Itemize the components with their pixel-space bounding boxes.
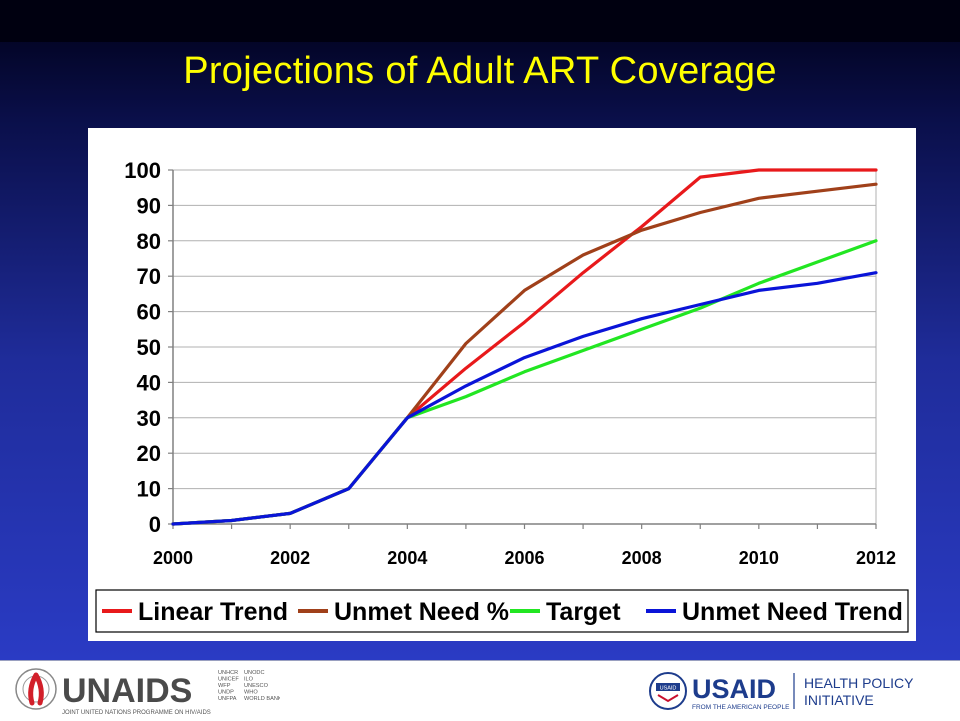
axes (168, 169, 877, 529)
x-tick-label: 2008 (622, 548, 662, 568)
series-lines (171, 168, 878, 526)
slide-title: Projections of Adult ART Coverage (183, 50, 777, 92)
un-emblem-icon (15, 668, 57, 710)
series-line-unmet-need (171, 182, 878, 526)
legend-label: Linear Trend (138, 598, 288, 626)
cosponsor-name: UNFPA (218, 696, 237, 702)
cosponsor-name: UNDP (218, 690, 234, 696)
x-tick-label: 2004 (387, 548, 427, 568)
cosponsor-name: WORLD BANK (244, 696, 280, 702)
y-tick-label: 30 (137, 406, 161, 431)
y-tick-label: 10 (137, 477, 161, 502)
legend-label: Unmet Need % (334, 598, 509, 626)
program-name-line1: HEALTH POLICY (804, 675, 914, 691)
y-tick-label: 50 (137, 335, 161, 360)
y-tick-label: 80 (137, 229, 161, 254)
x-tick-label: 2012 (856, 548, 896, 568)
chart-panel: 0 10 20 30 40 50 60 70 80 90 100 2000 2002 2004 2006 20… (88, 128, 916, 641)
line-chart: 0 10 20 30 40 50 60 70 80 90 100 2000 2002 2004 2006 20… (95, 158, 909, 633)
y-tick-label: 100 (124, 158, 161, 183)
tick-labels: 0 10 20 30 40 50 60 70 80 90 100 2000 2002 2004 2006 20… (124, 158, 896, 568)
legend-label: Unmet Need Trend (682, 598, 903, 626)
usaid-seal-icon: USAID (649, 672, 687, 710)
footer-logo-bar: UNAIDS JOINT UNITED NATIONS PROGRAMME ON… (0, 660, 960, 721)
x-tick-label: 2000 (153, 548, 193, 568)
cosponsor-name: UNODC (244, 670, 265, 676)
x-tick-label: 2010 (739, 548, 779, 568)
usaid-logo: USAID USAID FROM THE AMERICAN PEOPLE HEA… (649, 672, 914, 711)
top-bar (0, 0, 960, 42)
y-tick-label: 40 (137, 370, 161, 395)
x-tick-label: 2002 (270, 548, 310, 568)
y-tick-label: 20 (137, 441, 161, 466)
program-name-line2: INITIATIVE (804, 692, 874, 708)
cosponsor-name: ILO (244, 677, 254, 683)
cosponsor-name: UNICEF (218, 677, 239, 683)
grid-lines (173, 169, 877, 524)
unaids-wordmark: UNAIDS (62, 672, 192, 710)
unaids-tagline: JOINT UNITED NATIONS PROGRAMME ON HIV/AI… (62, 710, 211, 716)
series-line-unmet-need-trend (171, 271, 878, 526)
y-tick-label: 90 (137, 193, 161, 218)
legend: Linear Trend Unmet Need % Target Unmet Need… (95, 589, 909, 633)
cosponsor-name: WFP (218, 683, 231, 689)
usaid-wordmark: USAID (692, 674, 776, 704)
usaid-tagline: FROM THE AMERICAN PEOPLE (692, 704, 790, 711)
cosponsor-name: UNHCR (218, 670, 238, 676)
x-tick-label: 2006 (504, 548, 544, 568)
y-tick-label: 60 (137, 300, 161, 325)
y-tick-label: 0 (149, 512, 161, 537)
y-tick-label: 70 (137, 264, 161, 289)
cosponsor-name: WHO (244, 690, 258, 696)
cosponsor-name: UNESCO (244, 683, 269, 689)
legend-box (95, 589, 909, 633)
unaids-logo: UNAIDS JOINT UNITED NATIONS PROGRAMME ON… (15, 668, 280, 716)
usaid-seal-text: USAID (660, 686, 677, 692)
legend-label: Target (546, 598, 621, 626)
